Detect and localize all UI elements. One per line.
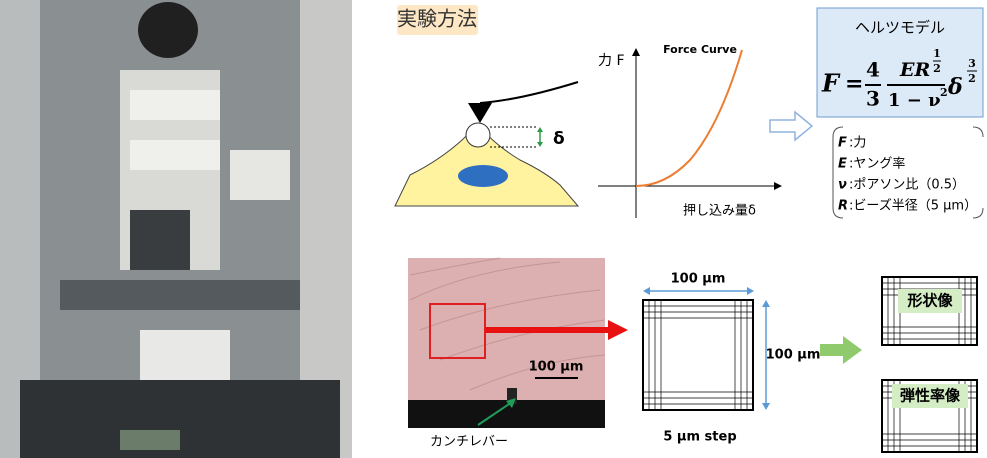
cell-schematic [395,82,578,206]
y-axis-label: 力 F [598,53,625,69]
hertz-title: ヘルツモデル [855,19,945,37]
force-curve-plot [598,48,782,218]
legend-symbol: F [838,136,847,151]
frac2-den: 1 − ν [888,90,941,111]
frac2-num: ER [899,59,930,81]
cantilever-label: カンチレバー [430,435,508,450]
formula-lhs: F [821,69,841,98]
section-title: 実験方法 [397,7,477,31]
frac2-num-exp-num: 1 [933,47,941,60]
output-label: 弾性率像 [900,387,961,405]
legend-symbol: R [838,199,848,214]
frac2-den-exp: 2 [940,86,948,99]
frac1-den: 3 [866,87,880,111]
legend-symbol: ν [838,178,847,193]
formula-delta: δ [947,74,963,100]
arrow [770,112,812,140]
scan-grid [643,300,753,410]
x-axis-label: 押し込み量δ [683,204,756,219]
indent-symbol: δ [553,129,565,149]
legend-symbol: E [838,157,847,172]
arrow-head [747,287,754,295]
delta-exp-den: 2 [968,72,976,85]
apparatus-photo [0,0,352,458]
frac1-num: 4 [866,58,880,82]
legend-text: :ヤング率 [849,157,905,172]
legend-text: :力 [849,136,866,151]
frac2-num-exp-den: 2 [933,62,941,75]
delta-exp-num: 3 [968,57,976,70]
arrow-head [762,403,770,410]
grid-frame [643,300,753,410]
height-label: 100 µm [766,348,821,363]
slide: 実験方法 δ Force Curve 力 F 押し込み量δ ヘルツモデル F =… [0,0,987,458]
arrow [820,336,862,364]
legend-text: :ビーズ半径（5 µm） [849,198,977,214]
step-label: 5 µm step [663,430,736,445]
formula-eq: = [845,71,863,97]
scale-bar-label: 100 µm [529,360,584,375]
micrograph [408,258,628,428]
force-curve-title: Force Curve [663,43,737,56]
legend-text: :ポアソン比（0.5） [849,178,965,193]
arrow-head [762,300,770,307]
output-label: 形状像 [907,292,953,310]
width-label: 100 µm [671,272,726,287]
arrow-head [643,287,650,295]
